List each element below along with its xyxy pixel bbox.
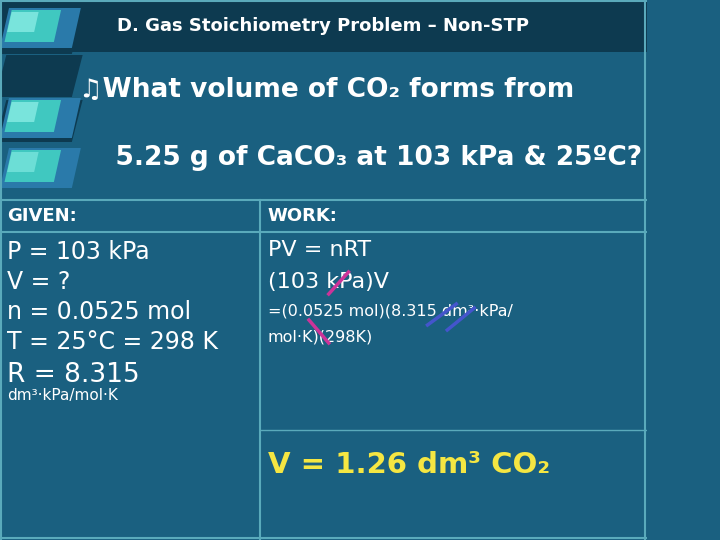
FancyBboxPatch shape <box>0 52 647 200</box>
Text: ♫What volume of CO₂ forms from: ♫What volume of CO₂ forms from <box>79 77 575 103</box>
Polygon shape <box>7 152 39 172</box>
Polygon shape <box>0 8 81 48</box>
Text: V = ?: V = ? <box>7 270 71 294</box>
Text: D. Gas Stoichiometry Problem – Non-STP: D. Gas Stoichiometry Problem – Non-STP <box>117 17 529 35</box>
Polygon shape <box>4 150 61 182</box>
Polygon shape <box>0 100 83 142</box>
Polygon shape <box>0 55 83 97</box>
Text: V = 1.26 dm³ CO₂: V = 1.26 dm³ CO₂ <box>268 451 550 479</box>
Polygon shape <box>4 10 61 42</box>
Text: WORK:: WORK: <box>268 207 338 225</box>
Polygon shape <box>0 98 81 138</box>
Text: T = 25°C = 298 K: T = 25°C = 298 K <box>7 330 218 354</box>
Text: P = 103 kPa: P = 103 kPa <box>7 240 150 264</box>
Text: (103 kPa)V: (103 kPa)V <box>268 272 389 292</box>
Polygon shape <box>0 12 83 54</box>
Text: 5.25 g of CaCO₃ at 103 kPa & 25ºC?: 5.25 g of CaCO₃ at 103 kPa & 25ºC? <box>79 145 642 171</box>
Polygon shape <box>7 12 39 32</box>
Text: dm³·kPa/mol·K: dm³·kPa/mol·K <box>7 388 118 403</box>
FancyBboxPatch shape <box>0 0 647 52</box>
Text: PV = nRT: PV = nRT <box>268 240 371 260</box>
Polygon shape <box>7 102 39 122</box>
Text: GIVEN:: GIVEN: <box>7 207 77 225</box>
Polygon shape <box>4 100 61 132</box>
Polygon shape <box>0 148 81 188</box>
Text: R = 8.315: R = 8.315 <box>7 362 140 388</box>
Text: =(0.0525 mol)(8.315 dm³·kPa/: =(0.0525 mol)(8.315 dm³·kPa/ <box>268 304 513 319</box>
Text: n = 0.0525 mol: n = 0.0525 mol <box>7 300 192 324</box>
Text: mol·K)(298K): mol·K)(298K) <box>268 330 373 345</box>
